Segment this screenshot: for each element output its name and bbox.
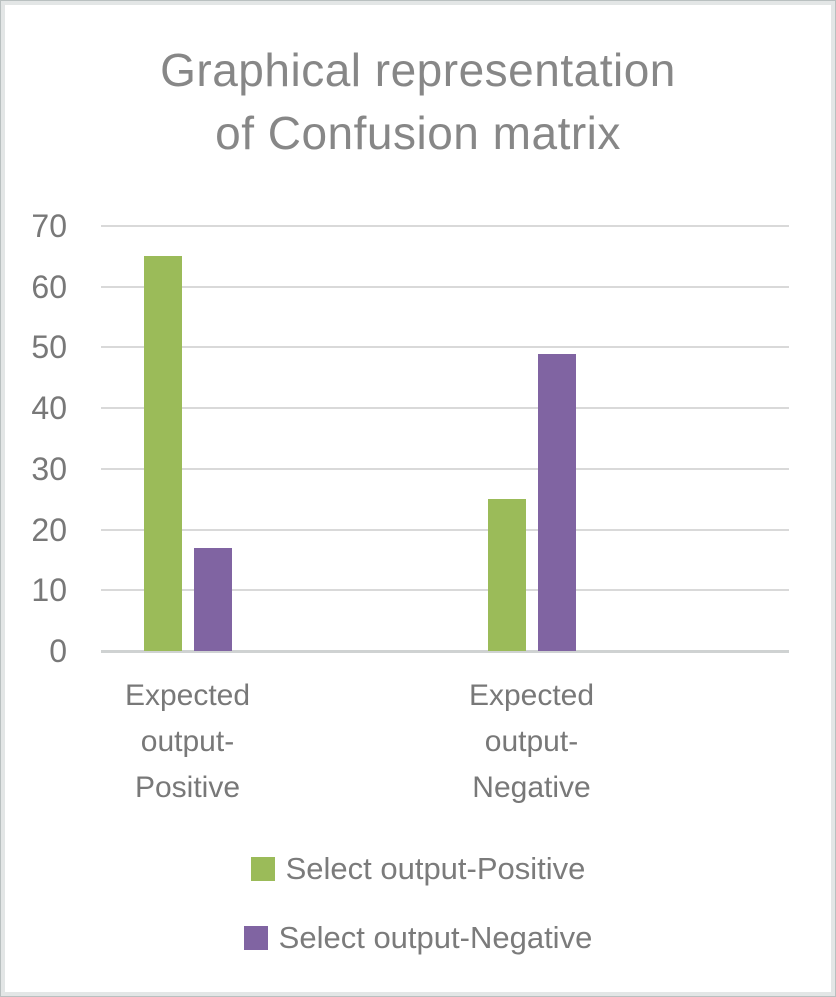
chart-title-line-2: of Confusion matrix [215,107,621,159]
plot-area [101,225,789,653]
y-tick-label-30: 30 [31,450,67,487]
y-tick-label-50: 50 [31,329,67,366]
legend: Select output-Positive Select output-Neg… [1,851,835,989]
y-tick-label-0: 0 [49,633,67,669]
y-tick-label-10: 10 [31,572,67,609]
legend-item-select-positive: Select output-Positive [1,851,835,887]
legend-label-select-negative: Select output-Negative [278,920,593,955]
legend-swatch-select-positive [250,857,275,881]
gridline-y-10 [101,589,789,592]
gridline-y-60 [101,285,789,288]
bar-select-positive-expected-positive [143,256,182,651]
chart-title: Graphical representation of Confusion ma… [1,39,835,165]
chart-title-line-1: Graphical representation [160,44,676,96]
gridline-y-50 [101,346,789,349]
gridline-y-40 [101,407,789,410]
bar-select-negative-expected-negative [537,353,576,651]
x-axis-label-expected-negative: Expected output-Negative [468,679,595,804]
bar-select-negative-expected-positive [193,547,232,651]
gridline-y-70 [101,225,789,227]
y-tick-label-70: 70 [31,208,67,244]
legend-item-select-negative: Select output-Negative [1,920,835,956]
gridline-y-0 [101,650,789,653]
legend-label-select-positive: Select output-Positive [285,851,586,886]
x-axis-label-expected-positive: Expected output-Positive [124,679,251,804]
bar-select-positive-expected-negative [487,499,526,651]
y-tick-label-40: 40 [31,390,67,427]
y-tick-label-60: 60 [31,268,67,305]
legend-swatch-select-negative [243,926,268,950]
y-tick-label-20: 20 [31,511,67,548]
gridline-y-30 [101,467,789,470]
gridline-y-20 [101,528,789,531]
